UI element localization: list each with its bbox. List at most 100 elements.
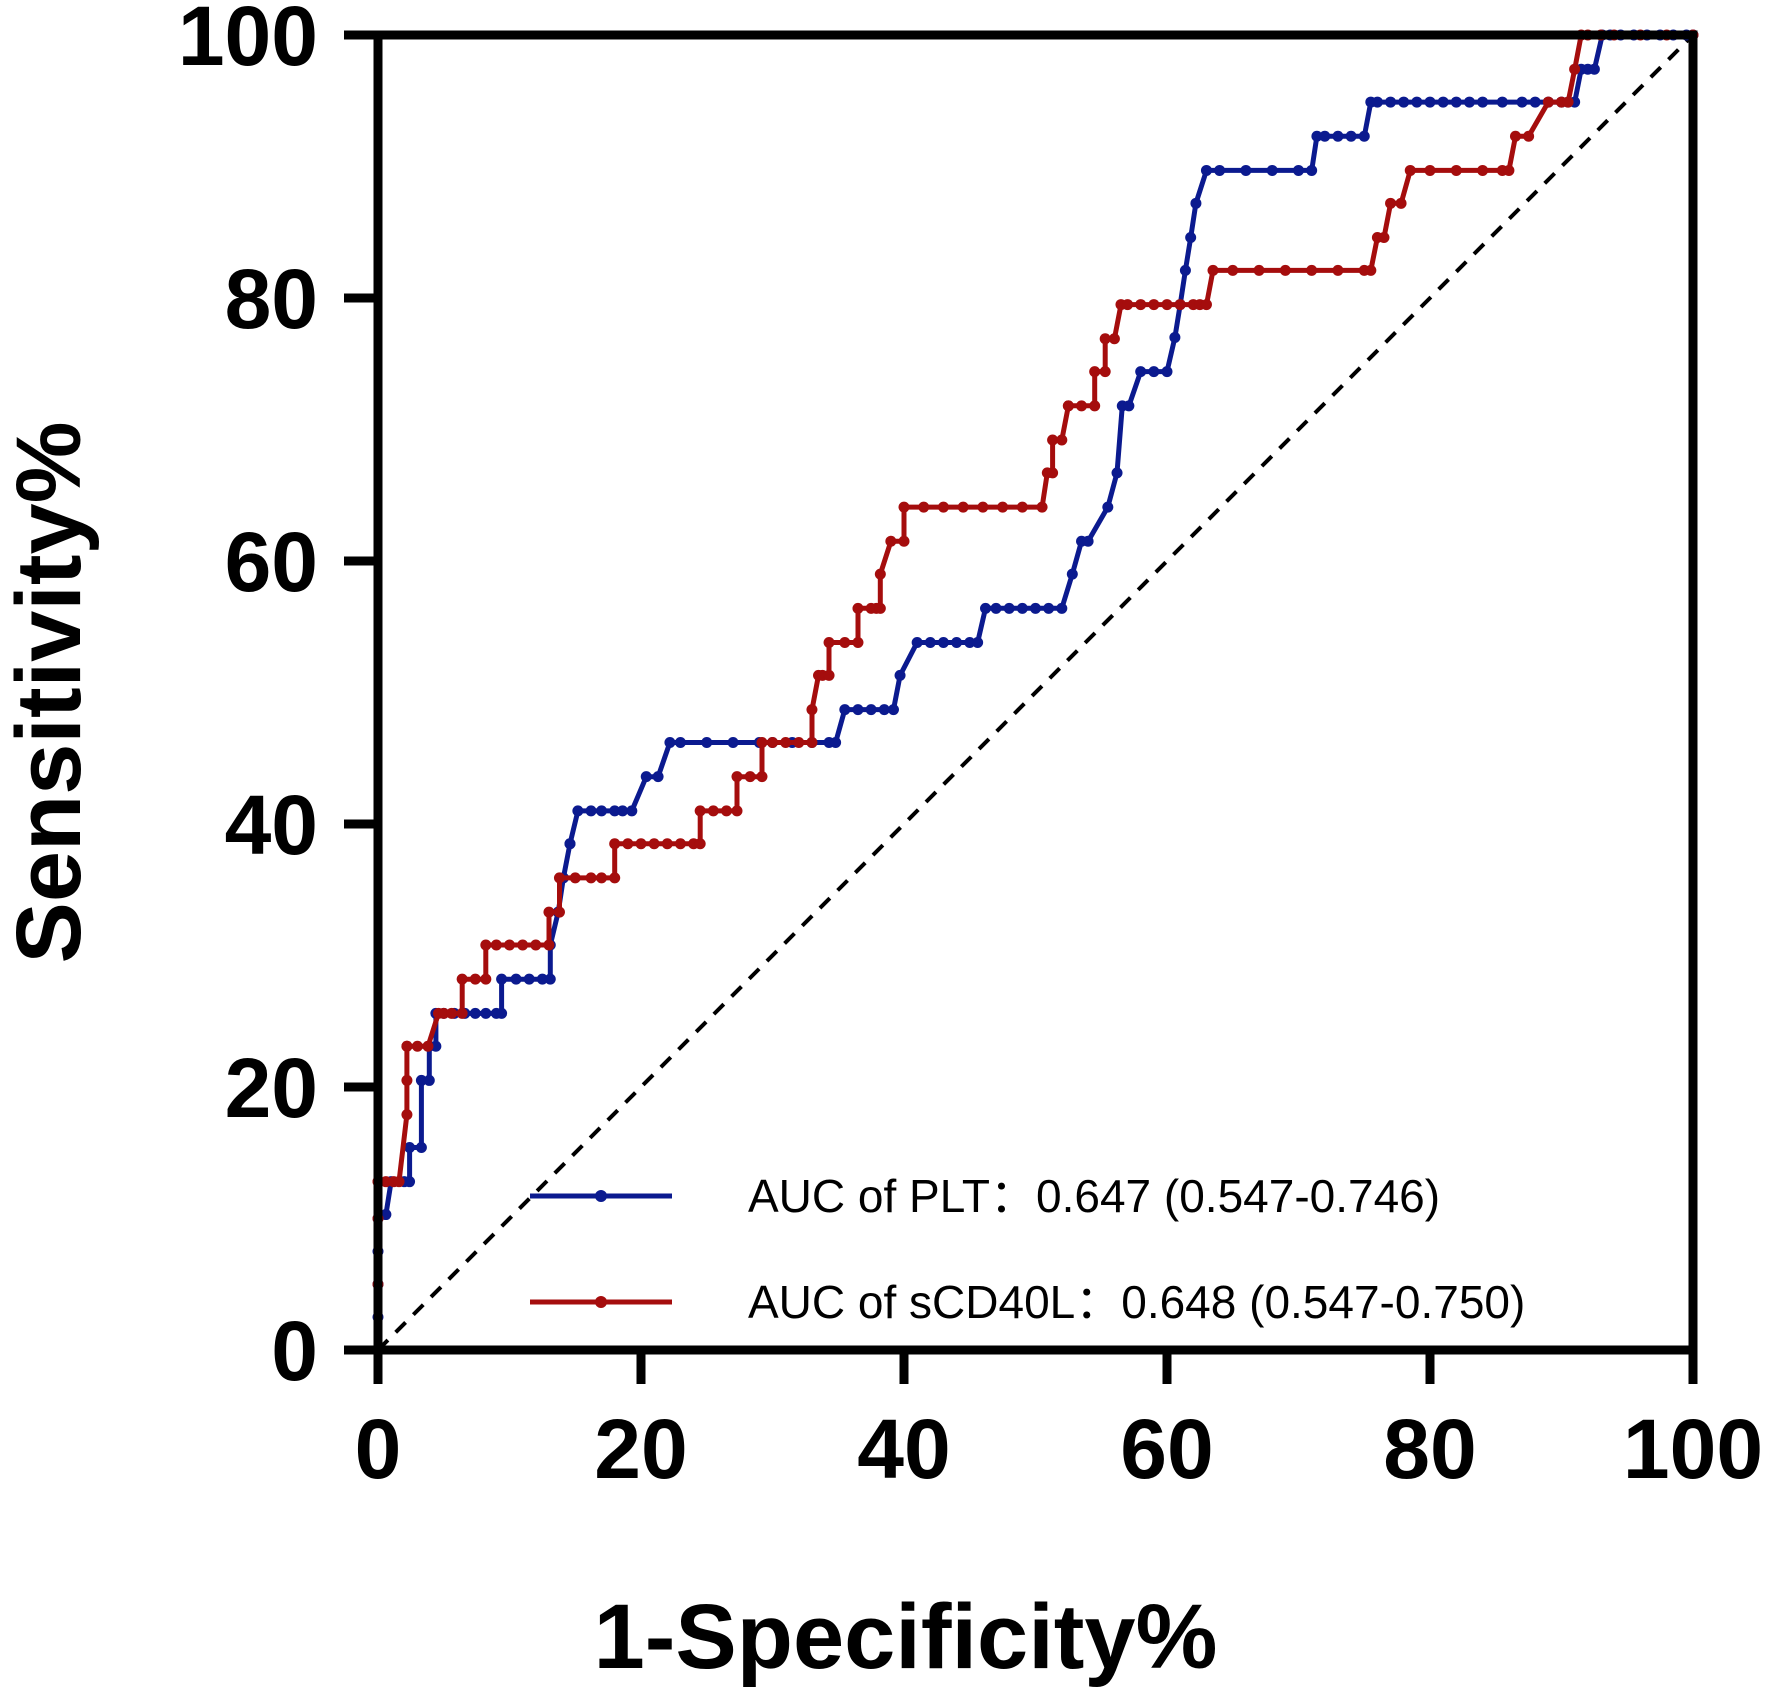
series-0-point xyxy=(1161,366,1173,378)
series-0-point xyxy=(701,736,713,748)
series-1-point xyxy=(1062,400,1074,412)
series-0-point xyxy=(1516,96,1528,108)
series-0-point xyxy=(572,805,584,817)
series-1-point xyxy=(767,736,778,748)
series-1-point xyxy=(898,535,910,547)
series-1-point xyxy=(456,1007,468,1019)
series-1-point xyxy=(543,939,555,951)
series-0-point xyxy=(1332,130,1344,142)
series-0-point xyxy=(865,704,877,716)
series-0-point xyxy=(887,704,899,716)
series-1-point xyxy=(596,872,608,884)
legend-label-1: AUC of sCD40L：0.648 (0.547-0.750) xyxy=(748,1276,1525,1328)
series-0-point xyxy=(585,805,597,817)
series-0-point xyxy=(830,736,842,748)
series-0-point xyxy=(1043,602,1055,614)
series-1-point xyxy=(1122,299,1134,311)
series-1-point xyxy=(756,771,768,783)
series-1-point xyxy=(793,736,805,748)
series-1-point xyxy=(806,704,818,716)
x-tick-label: 0 xyxy=(355,1402,402,1496)
series-0-point xyxy=(1306,164,1318,176)
series-0-point xyxy=(727,736,739,748)
series-0-point xyxy=(1148,366,1160,378)
series-1-point xyxy=(635,838,647,850)
series-0-point xyxy=(640,771,652,783)
series-1-point xyxy=(401,1109,413,1121)
series-0-point xyxy=(1102,501,1114,513)
series-0-point xyxy=(617,805,629,817)
series-0-point xyxy=(911,637,923,649)
x-tick-label: 80 xyxy=(1383,1402,1476,1496)
legend-label-0: AUC of PLT：0.647 (0.547-0.746) xyxy=(748,1170,1440,1222)
legend: AUC of PLT：0.647 (0.547-0.746) AUC of sCD… xyxy=(530,1170,1525,1328)
series-1-point xyxy=(446,1007,458,1019)
series-1-point xyxy=(1200,299,1212,311)
series-1-point xyxy=(480,973,492,985)
series-1-point xyxy=(517,939,529,951)
x-tick-label: 40 xyxy=(857,1402,950,1496)
series-1-point xyxy=(674,838,686,850)
series-1-point xyxy=(720,805,732,817)
series-1-point xyxy=(898,501,910,513)
series-1-point xyxy=(1279,264,1291,276)
series-1-point xyxy=(1108,333,1120,345)
series-1-point xyxy=(1076,400,1088,412)
series-1-point xyxy=(1569,63,1581,75)
series-0-point xyxy=(1496,96,1508,108)
x-tick-label: 60 xyxy=(1120,1402,1213,1496)
y-tick-label: 60 xyxy=(225,515,318,609)
series-1-point xyxy=(1047,434,1059,446)
x-axis-title: 1-Specificity% xyxy=(594,1586,1218,1688)
series-1-point xyxy=(756,736,768,748)
series-1-point xyxy=(1424,164,1436,176)
series-0-point xyxy=(536,973,548,985)
series-1-point xyxy=(648,838,660,850)
y-tick-label: 100 xyxy=(178,0,318,83)
series-0-point xyxy=(1240,164,1252,176)
series-0-point xyxy=(1371,96,1383,108)
series-0-point xyxy=(839,704,851,716)
series-0-point xyxy=(1016,602,1028,614)
series-0-point xyxy=(1311,130,1323,142)
series-1-point xyxy=(1542,96,1554,108)
series-0-point xyxy=(1358,130,1370,142)
series-1-point xyxy=(380,1176,392,1188)
series-1-point xyxy=(1161,299,1173,311)
series-0-point xyxy=(1345,130,1357,142)
series-0-point xyxy=(1293,164,1304,176)
series-1-point xyxy=(1378,232,1390,244)
series-1-point xyxy=(694,838,706,850)
series-1-point xyxy=(852,602,864,614)
series-1-point xyxy=(957,501,969,513)
series-1-point xyxy=(1253,264,1265,276)
series-0-point xyxy=(544,973,556,985)
series-0-point xyxy=(1319,130,1331,142)
x-tick-label: 20 xyxy=(594,1402,687,1496)
series-0-point xyxy=(980,602,992,614)
series-1-point xyxy=(874,568,886,580)
series-0-point xyxy=(1111,467,1123,479)
series-1-point xyxy=(1099,366,1111,378)
series-0-point xyxy=(1123,400,1135,412)
series-0-point xyxy=(894,669,906,681)
series-0-point xyxy=(664,736,676,748)
series-0-point xyxy=(423,1074,435,1086)
series-1-point xyxy=(885,535,897,547)
series-1-point xyxy=(1056,434,1068,446)
series-0-point xyxy=(1450,96,1462,108)
series-1-point xyxy=(422,1040,434,1052)
series-1-point xyxy=(553,906,565,918)
series-0-point xyxy=(510,973,522,985)
series-1-point xyxy=(411,1040,423,1052)
series-1-point xyxy=(569,872,581,884)
series-1-point xyxy=(438,1007,450,1019)
axes-frame xyxy=(373,30,1698,1355)
series-1-point xyxy=(543,906,555,918)
series-0-point xyxy=(1030,602,1041,614)
series-0-point xyxy=(1385,96,1397,108)
series-1-point xyxy=(744,771,756,783)
series-0-point xyxy=(937,637,949,649)
series-1-point xyxy=(1207,264,1219,276)
plot-area xyxy=(372,29,1699,1356)
